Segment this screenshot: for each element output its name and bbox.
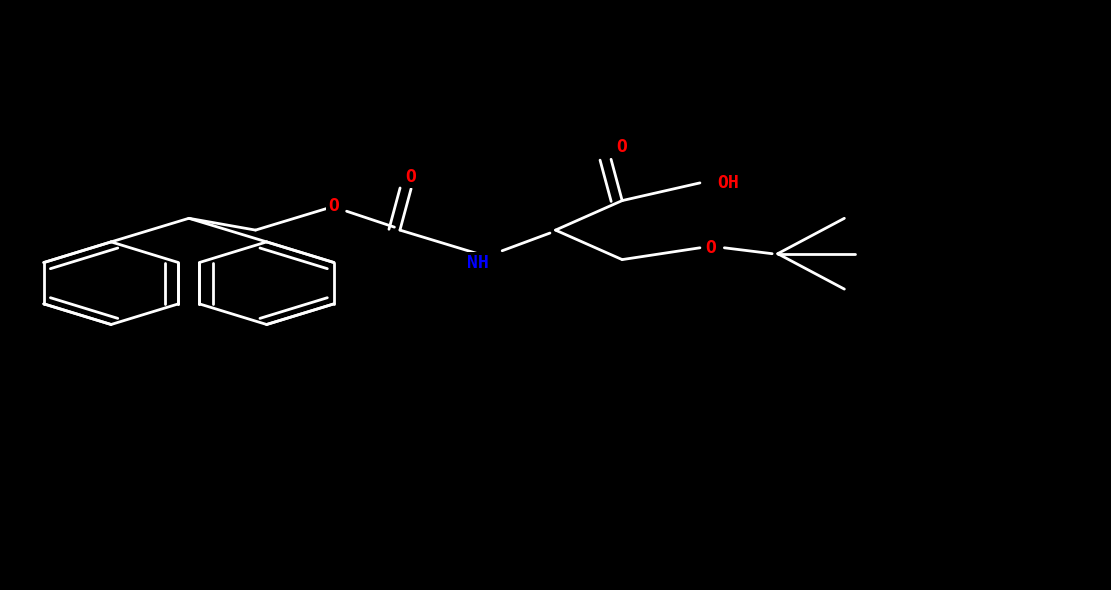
Text: OH: OH [717, 174, 739, 192]
Text: O: O [328, 198, 339, 215]
Text: O: O [406, 168, 417, 186]
Text: O: O [617, 139, 628, 156]
Text: O: O [705, 239, 717, 257]
Text: NH: NH [467, 254, 489, 271]
